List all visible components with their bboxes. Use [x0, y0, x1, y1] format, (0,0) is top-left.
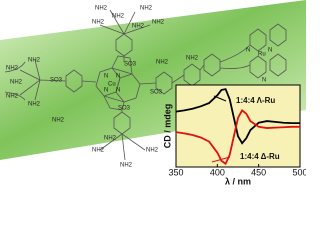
structure-label: NH2 — [6, 94, 19, 100]
structure-label: N — [246, 48, 250, 54]
structure-label: NH2 — [104, 136, 117, 142]
structure-label: NH2 — [112, 14, 125, 20]
x-tick-label: 450 — [251, 167, 266, 177]
structure-label: NH2 — [10, 80, 23, 86]
structure-label: NH2 — [52, 118, 65, 124]
legend-pointer — [213, 95, 227, 102]
structure-label: SO3 — [124, 62, 137, 68]
structure-label: Cu — [108, 82, 116, 88]
structure-label: SO3 — [118, 106, 131, 112]
structure-label: NH2 — [132, 24, 145, 30]
structure-label: N — [262, 78, 266, 84]
x-tick-label: 500 — [292, 167, 306, 177]
x-axis-label: λ / nm — [225, 176, 251, 186]
structure-label: NH2 — [146, 148, 159, 154]
structure-label: SO3 — [150, 90, 163, 96]
structure-label: N — [116, 88, 120, 94]
structure-label: NH2 — [140, 6, 153, 12]
structure-label: NH2 — [28, 58, 41, 64]
molecule-skeleton — [4, 9, 287, 161]
structure-label: Ru — [258, 52, 266, 58]
structure-label: N — [104, 74, 108, 80]
structure-label: NH2 — [156, 60, 169, 66]
structure-label: N — [104, 88, 108, 94]
structure-label: NH2 — [28, 102, 41, 108]
y-axis-label: CD / mdeg — [162, 104, 172, 149]
structure-label: N — [116, 74, 120, 80]
x-tick-label: 400 — [210, 167, 225, 177]
structure-label: NH2 — [95, 6, 108, 12]
structure-label: N — [268, 48, 272, 54]
x-tick-label: 350 — [168, 167, 183, 177]
cd-line — [175, 109, 300, 166]
graphical-abstract: CD / mdeg λ / nm NH2 NH2 NH2 NH2 NH2 NH2 NH2 NH… — [0, 0, 306, 188]
legend-label: 1:4:4 Δ-Ru — [240, 152, 280, 161]
structure-label: NH2 — [152, 20, 165, 26]
structure-label: NH2 — [92, 20, 105, 26]
structure-label: NH2 — [186, 56, 199, 62]
structure-label: NH2 — [6, 66, 19, 72]
legend-pointer — [211, 156, 231, 163]
structure-label: SO3 — [50, 78, 63, 84]
structure-label: NH2 — [92, 148, 105, 154]
legend-label: 1:4:4 Λ-Ru — [236, 96, 275, 105]
structure-label: NH2 — [120, 163, 133, 169]
